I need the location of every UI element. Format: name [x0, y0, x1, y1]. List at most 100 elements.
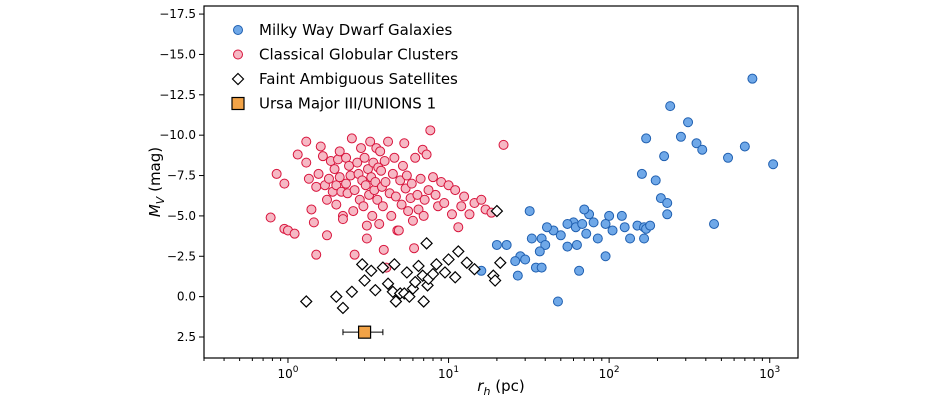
data-point	[636, 168, 647, 179]
data-point	[359, 152, 370, 163]
plot-frame	[203, 5, 799, 359]
data-point	[370, 177, 381, 187]
data-point	[367, 210, 378, 221]
y-tick-label: 2.5	[177, 330, 196, 344]
data-point	[577, 218, 588, 229]
plot-border	[203, 5, 799, 359]
y-tick-label: −15.0	[159, 47, 196, 61]
data-point	[768, 159, 779, 170]
data-point	[361, 233, 372, 244]
data-point	[419, 194, 430, 205]
data-point	[397, 160, 408, 171]
data-point	[562, 218, 573, 229]
legend-marker	[231, 72, 245, 86]
data-point	[662, 197, 673, 208]
x-tick-label: 100	[277, 365, 298, 381]
data-point	[571, 239, 582, 250]
data-point	[317, 151, 328, 162]
data-point	[301, 136, 312, 147]
data-point	[460, 256, 474, 270]
data-point	[540, 239, 551, 250]
data-point	[520, 254, 531, 265]
data-point	[355, 258, 369, 271]
data-point	[407, 215, 418, 226]
data-point	[675, 131, 686, 142]
data-point	[387, 168, 398, 179]
data-point	[381, 277, 395, 291]
data-point	[662, 209, 673, 220]
legend-label: Faint Ambiguous Satellites	[259, 70, 458, 88]
data-point	[423, 185, 434, 196]
data-point	[450, 185, 461, 196]
data-point	[334, 172, 345, 183]
data-point	[311, 249, 322, 260]
legend-label: Ursa Major III/UNIONS 1	[259, 95, 436, 113]
data-point	[600, 251, 611, 262]
data-point	[430, 189, 441, 200]
data-point	[691, 138, 702, 149]
data-point	[265, 212, 276, 223]
data-point	[410, 152, 421, 163]
y-tick-label: 0.0	[177, 290, 196, 304]
data-point	[456, 201, 467, 212]
data-point	[406, 178, 417, 189]
data-point	[418, 210, 429, 221]
y-tick-label: −10.0	[159, 128, 196, 142]
data-point	[364, 264, 378, 278]
data-point	[426, 267, 440, 281]
data-point	[380, 177, 391, 187]
data-point	[358, 274, 371, 287]
data-point	[301, 157, 312, 168]
data-point	[446, 209, 457, 220]
data-point	[292, 149, 303, 160]
data-point	[534, 246, 545, 257]
data-point	[625, 233, 636, 244]
data-point	[368, 283, 382, 297]
data-point	[349, 249, 360, 260]
data-point	[665, 101, 676, 112]
data-point	[386, 210, 397, 221]
data-point	[739, 141, 750, 152]
data-point	[379, 156, 390, 167]
data-point	[299, 295, 313, 308]
data-point	[376, 165, 387, 176]
data-point	[659, 151, 670, 162]
data-point	[555, 230, 566, 241]
data-point	[488, 274, 502, 287]
data-point	[329, 290, 343, 303]
data-point	[383, 136, 394, 147]
y-axis-ticks: −17.5 −15.0 −12.5 −10.0 −7.5 −5.0 −2.5 0.0 2.5	[159, 7, 204, 344]
data-point	[639, 233, 650, 244]
data-point	[349, 185, 360, 196]
data-point	[375, 146, 386, 157]
legend: Milky Way Dwarf Galaxies Classical Globul…	[231, 21, 459, 113]
data-point	[493, 256, 507, 270]
series-faint-ambiguous-satellites	[299, 204, 507, 315]
data-point	[448, 270, 462, 284]
data-point	[321, 194, 332, 205]
data-point	[425, 125, 436, 136]
data-point	[352, 157, 363, 168]
legend-marker	[231, 96, 245, 111]
data-point	[451, 245, 465, 258]
data-point	[552, 296, 563, 307]
data-point	[443, 180, 454, 191]
data-point	[581, 228, 592, 239]
data-point	[747, 73, 758, 84]
data-point	[303, 173, 314, 184]
data-point	[403, 206, 414, 217]
data-point	[723, 152, 734, 163]
data-point	[389, 152, 400, 163]
data-point	[709, 218, 720, 229]
data-point	[607, 225, 618, 236]
data-point	[420, 237, 433, 250]
data-point	[400, 266, 414, 279]
data-point	[645, 220, 656, 231]
data-point	[412, 259, 425, 273]
data-point	[345, 170, 356, 181]
data-point	[510, 256, 521, 267]
data-point	[315, 141, 326, 152]
data-point	[541, 222, 552, 233]
data-point	[408, 275, 422, 289]
